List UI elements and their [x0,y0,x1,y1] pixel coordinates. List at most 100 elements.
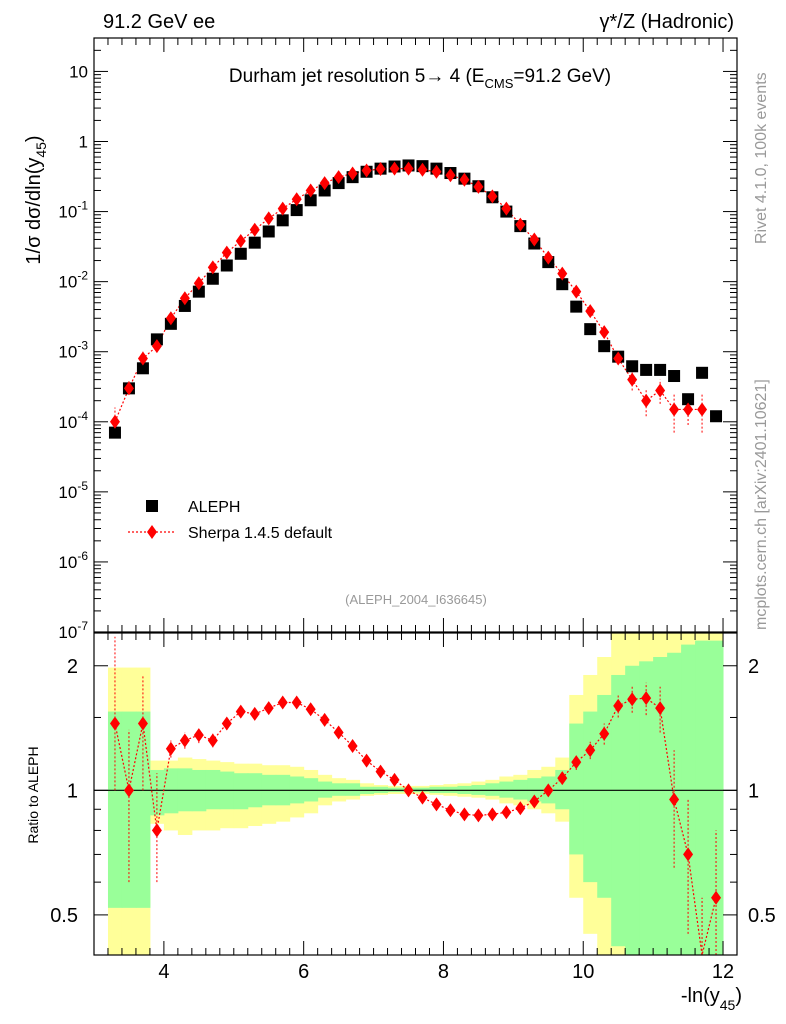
sherpa-point [529,232,540,247]
main-y-tick-label: 10-5 [58,479,88,502]
uncertainty-band-inner [639,661,654,955]
aleph-point [556,278,569,291]
main-y-tick-label: 10-7 [58,619,88,642]
ratio-y-tick-label-right: 0.5 [748,905,776,927]
ratio-point [543,783,554,798]
ratio-y-tick-label-right: 2 [748,656,759,678]
sherpa-point [347,166,358,181]
uncertainty-band-inner [569,723,584,855]
uncertainty-band-inner [625,665,640,955]
ratio-point [151,823,162,838]
ratio-point [487,807,498,822]
aleph-point [206,272,219,285]
uncertainty-band-inner [611,674,626,947]
sherpa-point [221,245,232,260]
ratio-y-tick-label-right: 1 [748,780,759,802]
ratio-point [361,753,372,768]
ratio-point [431,797,442,812]
uncertainty-band-inner [107,711,123,908]
main-y-tick-label: 10-4 [58,409,88,432]
main-y-tick-label: 1 [79,133,88,152]
uncertainty-band-inner [345,783,361,796]
header-left: 91.2 GeV ee [103,11,215,33]
aleph-point [598,340,611,353]
ratio-point [375,764,386,779]
ratio-point [109,716,120,731]
aleph-point [192,285,205,298]
uncertainty-band-inner [317,781,333,798]
sherpa-point [277,201,288,216]
sherpa-point [697,402,708,417]
aleph-point [248,236,261,249]
analysis-watermark: (ALEPH_2004_I636645) [345,592,487,607]
uncertainty-band-inner [205,769,221,810]
aleph-point [318,184,331,197]
sherpa-point [417,162,428,177]
aleph-point [570,300,583,313]
aleph-point [178,299,191,312]
sherpa-point [179,291,190,306]
ratio-plot-marks [94,633,737,956]
ratio-x-tick-label: 6 [298,961,309,983]
ratio-point [165,741,176,756]
ratio-y-tick-label: 0.5 [50,905,78,927]
ratio-point [459,807,470,822]
sherpa-point [557,266,568,281]
sherpa-point [571,284,582,299]
mcplots-note: mcplots.cern.ch [arXiv:2401.10621] [753,379,770,630]
sherpa-point [487,189,498,204]
ratio-x-tick-label: 10 [572,961,594,983]
main-axes: 10-7 10-6 10-5 10-4 10-3 10-2 10-1 1 10 [58,37,738,642]
sherpa-point [445,168,456,183]
ratio-point [263,701,274,716]
ratio-point [235,704,246,719]
ratio-point [515,801,526,816]
sherpa-point [669,402,680,417]
uncertainty-band-inner [485,783,500,796]
uncertainty-band-inner [135,711,151,908]
ratio-point [683,847,694,862]
legend-marker-sherpa [147,525,157,539]
sherpa-point [627,372,638,387]
sherpa-point [585,304,596,319]
ratio-point [641,691,652,706]
ratio-point [319,712,330,727]
sherpa-point [543,250,554,265]
ratio-point [571,755,582,770]
main-panel: 10-7 10-6 10-5 10-4 10-3 10-2 10-1 1 10 Durham j… [23,37,738,642]
aleph-point [276,214,289,227]
sherpa-point [459,172,470,187]
aleph-point [234,247,247,260]
sherpa-point [361,163,372,178]
ratio-point [557,771,568,786]
uncertainty-band-inner [583,711,598,883]
uncertainty-band-inner [513,779,528,800]
ratio-point [333,725,344,740]
sherpa-point [193,276,204,291]
main-frame [93,37,738,633]
ratio-axes: 0.5 0.51 12 24 6 8 10 12 [50,633,776,983]
main-y-tick-label: 10 [69,62,88,81]
ratio-panel: 0.5 0.51 12 24 6 8 10 12 Ratio to ALEPH -ln(y45… [25,632,776,1013]
uncertainty-band-inner [233,773,249,810]
aleph-point [136,362,149,375]
ratio-ylabel: Ratio to ALEPH [25,746,41,843]
ratio-point [137,716,148,731]
uncertainty-band-inner [681,644,696,955]
sherpa-point [655,383,666,398]
aleph-point [220,259,233,272]
sherpa-point [319,176,330,191]
sherpa-point [123,381,134,396]
aleph-point [290,204,303,217]
main-title: Durham jet resolution 5→ 4 (ECMS=91.2 Ge… [229,66,611,91]
sherpa-point [333,170,344,185]
main-y-tick-label: 10-1 [58,199,88,222]
sherpa-point [599,325,610,340]
sherpa-point [501,201,512,216]
ratio-point [347,738,358,753]
aleph-point [696,366,709,379]
ratio-point [529,794,540,809]
ratio-point [403,783,414,798]
sherpa-point [389,161,400,176]
ratio-point [613,698,624,713]
